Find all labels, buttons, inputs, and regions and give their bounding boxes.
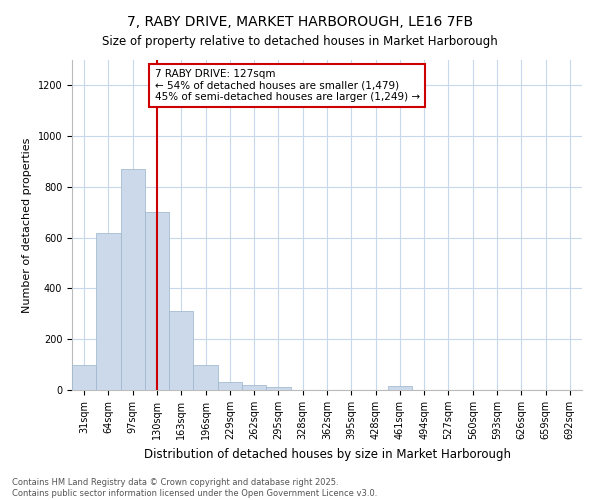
Bar (218, 382, 242, 390)
Bar (388, 386, 412, 390)
X-axis label: Distribution of detached houses by size in Market Harborough: Distribution of detached houses by size … (143, 448, 511, 460)
Text: Size of property relative to detached houses in Market Harborough: Size of property relative to detached ho… (102, 35, 498, 48)
Text: Contains HM Land Registry data © Crown copyright and database right 2025.
Contai: Contains HM Land Registry data © Crown c… (12, 478, 377, 498)
Bar (72, 364, 96, 390)
Bar (242, 385, 266, 390)
Bar (121, 169, 145, 390)
Bar (169, 312, 193, 390)
Bar (96, 232, 121, 390)
Text: 7, RABY DRIVE, MARKET HARBOROUGH, LE16 7FB: 7, RABY DRIVE, MARKET HARBOROUGH, LE16 7… (127, 15, 473, 29)
Bar (145, 212, 169, 390)
Bar (266, 388, 290, 390)
Bar (193, 364, 218, 390)
Text: 7 RABY DRIVE: 127sqm
← 54% of detached houses are smaller (1,479)
45% of semi-de: 7 RABY DRIVE: 127sqm ← 54% of detached h… (155, 69, 419, 102)
Y-axis label: Number of detached properties: Number of detached properties (22, 138, 32, 312)
